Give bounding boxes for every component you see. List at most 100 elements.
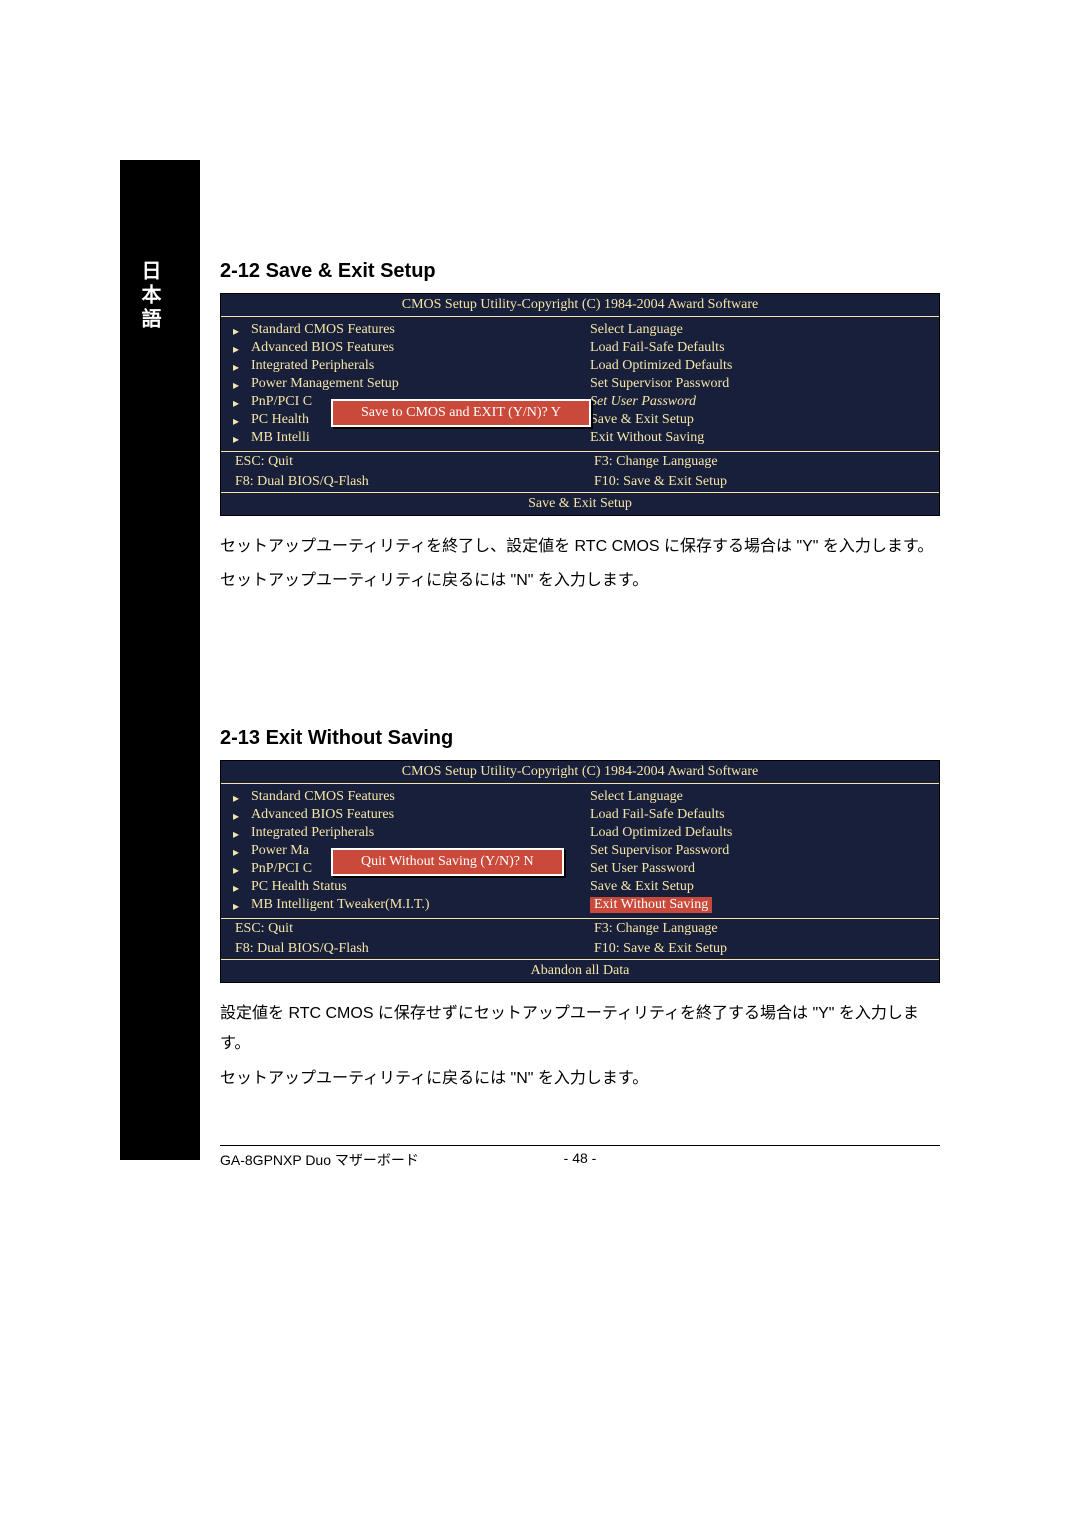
arrow-icon: ▸ (233, 899, 239, 914)
bios-item-label: MB Intelli (251, 430, 310, 445)
bios-footer-cell: F8: Dual BIOS/Q-Flash (221, 939, 580, 959)
bios-footer-cell: F8: Dual BIOS/Q-Flash (221, 472, 580, 492)
bios-menu-item[interactable]: ▸Power Management Setup (221, 375, 580, 393)
body-paragraph: セットアップユーティリティに戻るには "N" を入力します。 (220, 566, 940, 596)
bios-menu-item[interactable]: Exit Without Saving (580, 896, 939, 914)
bios-menu-item[interactable]: ▸ MB Intelligent Tweaker(M.I.T.) (221, 896, 580, 914)
bios-item-label: PnP/PCI C (251, 394, 312, 409)
bios-item-label: Set User Password (590, 394, 696, 409)
arrow-icon: ▸ (233, 324, 239, 339)
bios-left-col: ▸ Standard CMOS Features ▸ Advanced BIOS F… (221, 317, 580, 451)
section-heading-2: 2-13 Exit Without Saving (220, 727, 940, 750)
page-footer: GA-8GPNXP Duo マザーボード - 48 - (220, 1145, 940, 1170)
bios-right-col: Select Language Load Fail-Safe Defaults … (580, 784, 939, 918)
arrow-icon: ▸ (233, 809, 239, 824)
bios-item-label: Load Optimized Defaults (590, 825, 732, 840)
section-heading-1: 2-12 Save & Exit Setup (220, 260, 940, 283)
bios-menu-item[interactable]: Set Supervisor Password (580, 842, 939, 860)
bios-item-label: Set User Password (590, 861, 695, 876)
bios-footer-row: F8: Dual BIOS/Q-Flash F10: Save & Exit S… (221, 939, 939, 959)
dialog-text: Save to CMOS and EXIT (Y/N)? Y (361, 405, 561, 420)
arrow-icon: ▸ (233, 845, 239, 860)
bios-menu-item[interactable]: Set User Password (580, 860, 939, 878)
bios-footer-cell: F3: Change Language (580, 919, 939, 939)
body-paragraph: 設定値を RTC CMOS に保存せずにセットアップユーティリティを終了する場合… (220, 999, 940, 1060)
bios-menu-columns: ▸ Standard CMOS Features ▸ Advanced BIOS F… (221, 317, 939, 451)
bios-menu-item[interactable]: Load Optimized Defaults (580, 357, 939, 375)
arrow-icon: ▸ (233, 414, 239, 429)
bios-footer-cell: F10: Save & Exit Setup (580, 939, 939, 959)
bios-menu-item[interactable]: ▸ Advanced BIOS Features (221, 806, 580, 824)
bios-item-label: Standard CMOS Features (251, 322, 395, 337)
bios-footer-cell: F10: Save & Exit Setup (580, 472, 939, 492)
body-paragraph: セットアップユーティリティに戻るには "N" を入力します。 (220, 1064, 940, 1094)
arrow-icon: ▸ (233, 432, 239, 447)
body-paragraph: セットアップユーティリティを終了し、設定値を RTC CMOS に保存する場合は… (220, 532, 940, 562)
bios-item-label: Integrated Peripherals (251, 358, 374, 373)
bios-item-label: Advanced BIOS Features (251, 807, 394, 822)
bios-menu-item[interactable]: Set Supervisor Password (580, 375, 939, 393)
arrow-icon: ▸ (233, 791, 239, 806)
bios-footer-row: ESC: Quit F3: Change Language (221, 451, 939, 472)
footer-page-number: - 48 - (540, 1150, 620, 1170)
bios-confirm-dialog[interactable]: Save to CMOS and EXIT (Y/N)? Y (331, 399, 591, 427)
bios-item-label: Integrated Peripherals (251, 825, 374, 840)
bios-item-label: Set Supervisor Password (590, 376, 729, 391)
bios-item-label: Power Management Setup (251, 376, 399, 391)
bios-item-label: PC Health Status (251, 879, 347, 894)
footer-product-name: GA-8GPNXP Duo マザーボード (220, 1150, 540, 1170)
bios-menu-item[interactable]: Exit Without Saving (580, 429, 939, 447)
bios-header: CMOS Setup Utility-Copyright (C) 1984-20… (221, 761, 939, 784)
bios-screenshot-2: CMOS Setup Utility-Copyright (C) 1984-20… (220, 760, 940, 983)
bios-menu-item[interactable]: ▸ MB Intelli (221, 429, 580, 447)
bios-menu-item[interactable]: Set User Password (580, 393, 939, 411)
arrow-icon: ▸ (233, 360, 239, 375)
bios-menu-item[interactable]: Save & Exit Setup (580, 411, 939, 429)
bios-item-label: Exit Without Saving (590, 430, 704, 445)
bios-menu-item[interactable]: Load Fail-Safe Defaults (580, 806, 939, 824)
bios-item-label: Select Language (590, 789, 683, 804)
bios-confirm-dialog[interactable]: Quit Without Saving (Y/N)? N (331, 848, 564, 876)
bios-header: CMOS Setup Utility-Copyright (C) 1984-20… (221, 294, 939, 317)
bios-menu-item[interactable]: ▸ Integrated Peripherals (221, 824, 580, 842)
dialog-text: Quit Without Saving (Y/N)? N (361, 854, 534, 869)
bios-menu-columns: ▸Standard CMOS Features ▸ Advanced BIOS F… (221, 784, 939, 918)
bios-footer-cell: ESC: Quit (221, 452, 580, 472)
bios-menu-item[interactable]: Save & Exit Setup (580, 878, 939, 896)
bios-item-label: Power Ma (251, 843, 309, 858)
bios-status-bar: Save & Exit Setup (221, 492, 939, 515)
bios-status-bar: Abandon all Data (221, 959, 939, 982)
bios-footer-row: ESC: Quit F3: Change Language (221, 918, 939, 939)
bios-menu-item[interactable]: ▸ Advanced BIOS Features (221, 339, 580, 357)
bios-menu-item[interactable]: Select Language (580, 321, 939, 339)
bios-item-label-highlighted: Exit Without Saving (590, 897, 712, 913)
arrow-icon: ▸ (233, 827, 239, 842)
bios-menu-item[interactable]: ▸PC Health Status (221, 878, 580, 896)
bios-right-col: Select Language Load Fail-Safe Defaults … (580, 317, 939, 451)
bios-item-label: Load Optimized Defaults (590, 358, 732, 373)
bios-footer-cell: F3: Change Language (580, 452, 939, 472)
bios-menu-item[interactable]: Load Optimized Defaults (580, 824, 939, 842)
arrow-icon: ▸ (233, 863, 239, 878)
bios-item-label: Load Fail-Safe Defaults (590, 340, 725, 355)
footer-spacer (620, 1150, 940, 1170)
bios-item-label: Load Fail-Safe Defaults (590, 807, 725, 822)
bios-menu-item[interactable]: Load Fail-Safe Defaults (580, 339, 939, 357)
bios-screenshot-1: CMOS Setup Utility-Copyright (C) 1984-20… (220, 293, 940, 516)
bios-item-label: Save & Exit Setup (590, 412, 694, 427)
arrow-icon: ▸ (233, 396, 239, 411)
bios-item-label: PnP/PCI C (251, 861, 312, 876)
bios-menu-item[interactable]: ▸ Integrated Peripherals (221, 357, 580, 375)
bios-footer-cell: ESC: Quit (221, 919, 580, 939)
bios-footer-row: F8: Dual BIOS/Q-Flash F10: Save & Exit S… (221, 472, 939, 492)
bios-item-label: Select Language (590, 322, 683, 337)
bios-menu-item[interactable]: ▸Standard CMOS Features (221, 788, 580, 806)
arrow-icon: ▸ (233, 342, 239, 357)
bios-item-label: MB Intelligent Tweaker(M.I.T.) (251, 897, 430, 912)
bios-item-label: Advanced BIOS Features (251, 340, 394, 355)
bios-menu-item[interactable]: ▸ Standard CMOS Features (221, 321, 580, 339)
language-tab-label: 日本語 (135, 260, 164, 332)
bios-item-label: Set Supervisor Password (590, 843, 729, 858)
bios-item-label: Save & Exit Setup (590, 879, 694, 894)
bios-menu-item[interactable]: Select Language (580, 788, 939, 806)
